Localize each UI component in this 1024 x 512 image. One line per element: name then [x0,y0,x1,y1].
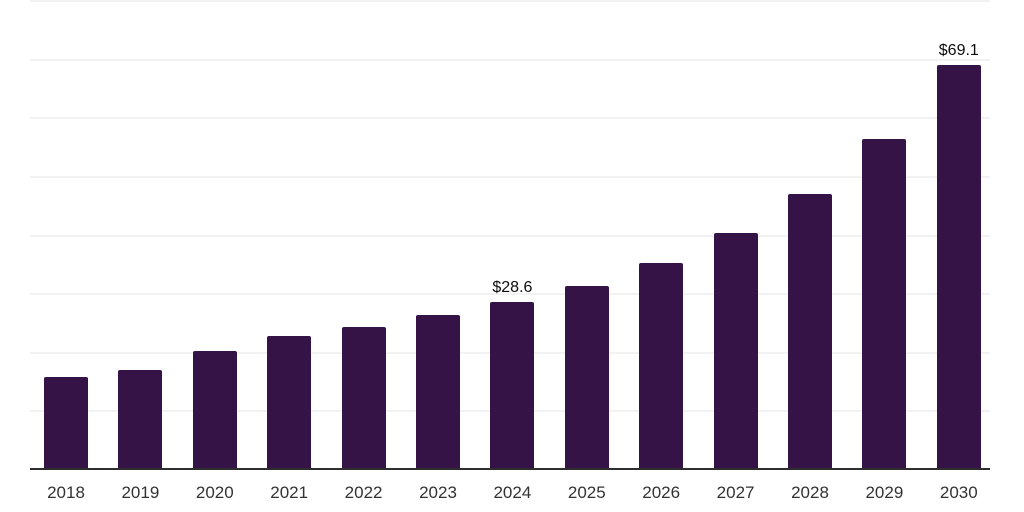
x-tick-label-2023: 2023 [419,483,457,502]
bar-2019[interactable] [118,369,163,470]
gridline-40 [30,234,990,237]
x-tick-label-2028: 2028 [791,483,829,502]
x-tick-label-2024: 2024 [493,483,532,502]
x-tick-label-2027: 2027 [716,483,755,502]
x-tick-label-2021: 2021 [270,483,309,502]
x-axis-labels: 2018 2019 2020 2021 2022 2023 2024 2025 2026 2027… [30,470,990,512]
bar-2030[interactable] [936,65,981,470]
x-tick-label-2020: 2020 [195,483,234,502]
bar-2018[interactable] [44,376,88,470]
bar-2022[interactable] [341,327,386,470]
bar-2026[interactable] [639,263,684,470]
gridline-70 [30,58,990,61]
bar-2028[interactable] [788,193,832,470]
gridline-60 [30,117,990,120]
x-tick-label-2030: 2030 [939,483,978,502]
bar-2023[interactable] [416,315,460,470]
x-tick-label-2022: 2022 [344,483,383,502]
gridline-80 [30,0,990,3]
bar-2029[interactable] [862,138,907,470]
bar-2021[interactable] [267,335,312,470]
bar-2020[interactable] [192,351,237,470]
x-tick-label-2026: 2026 [642,483,681,502]
bar-2025[interactable] [564,285,609,470]
gridline-50 [30,175,990,178]
x-tick-label-2025: 2025 [567,483,606,502]
bar-2024[interactable] [490,302,535,470]
value-label-2024: $28.6 [492,279,533,297]
x-tick-label-2019: 2019 [121,483,160,502]
bar-2027[interactable] [713,233,758,470]
x-tick-label-2029: 2029 [865,483,904,502]
x-tick-label-2018: 2018 [47,483,85,502]
plot-area: $28.6 $69.1 [30,0,990,470]
x-axis-line [30,468,990,470]
value-label-2030: $69.1 [938,42,979,60]
